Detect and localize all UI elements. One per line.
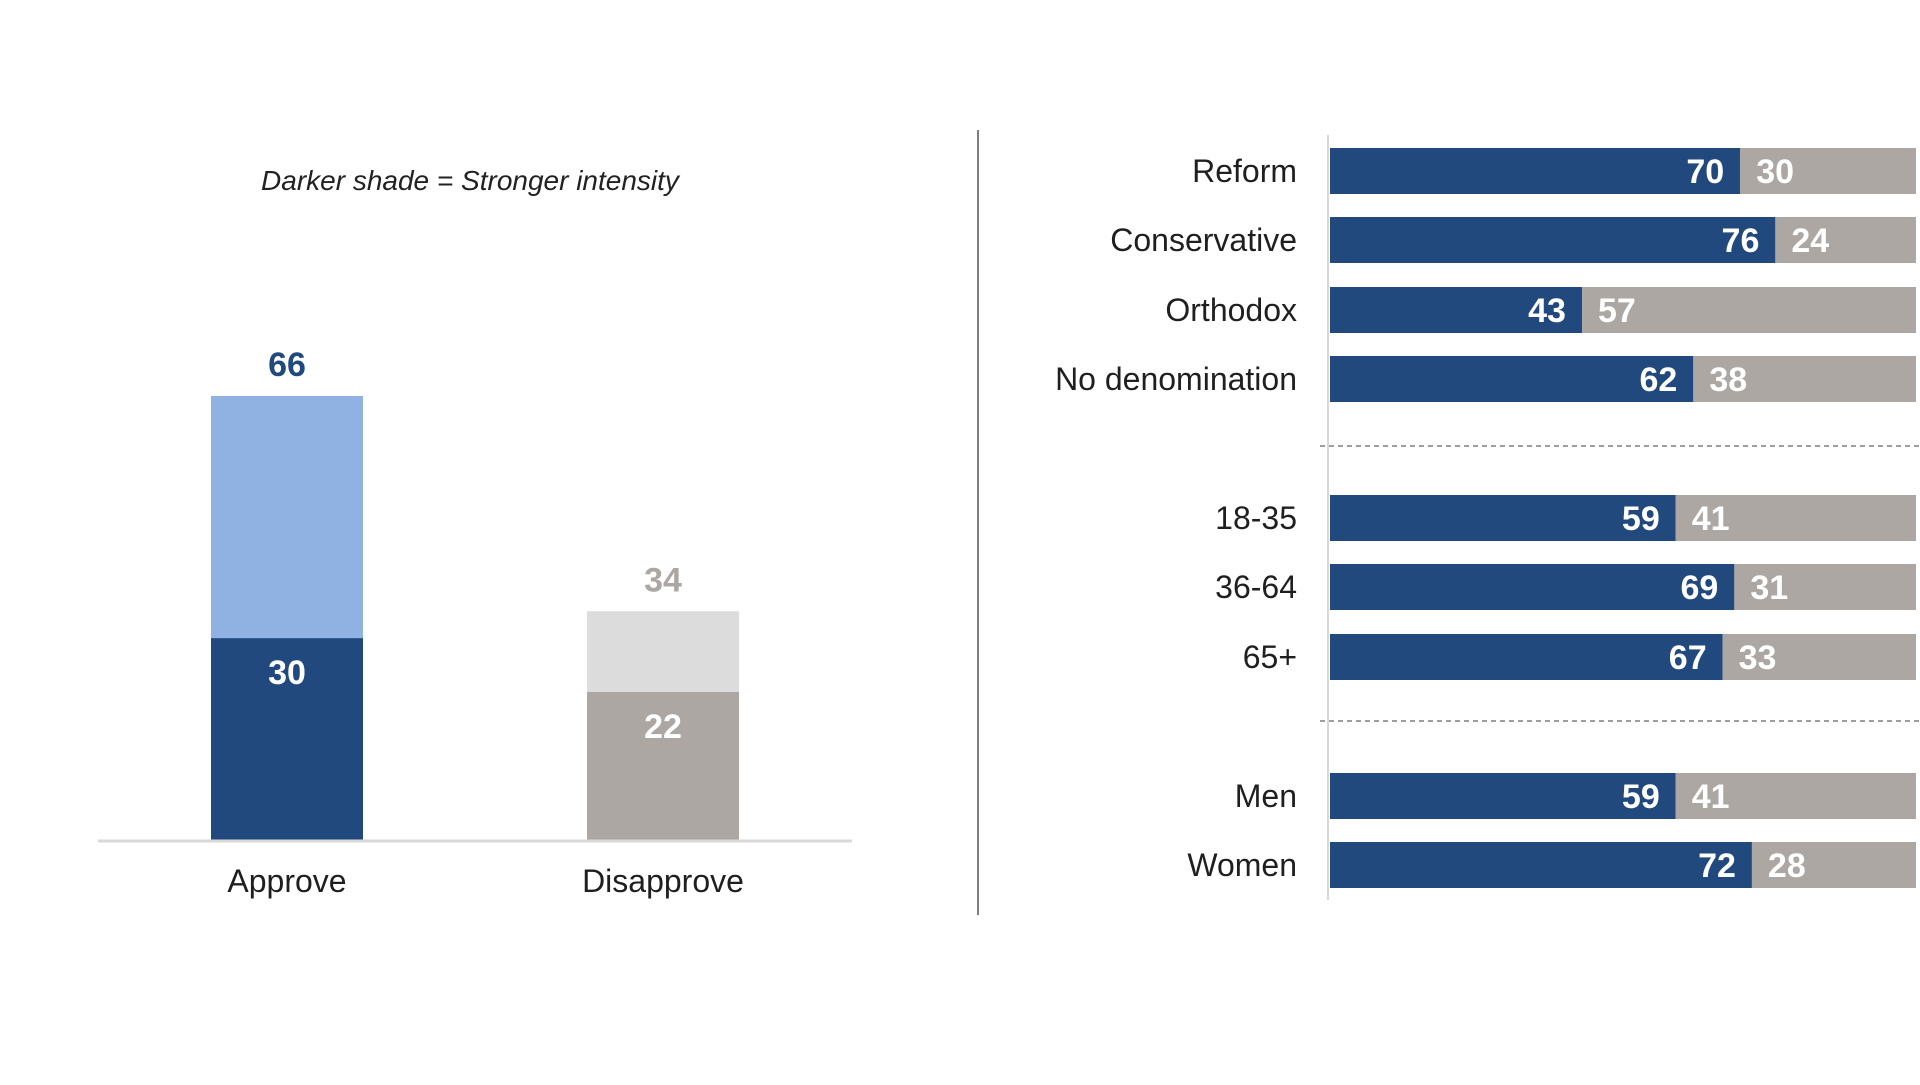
row-label-reform: Reform xyxy=(1192,153,1297,189)
value-label-approve-18-35: 59 xyxy=(1622,500,1660,538)
right-chart: 70 30 Reform 76 24 Conservative 43 57 Orthodox 62… xyxy=(1055,135,1920,900)
value-label-approve-reform: 70 xyxy=(1686,153,1724,191)
left-chart: 66 30 Approve 34 22 Disapprove xyxy=(98,346,852,899)
value-label-approve-women: 72 xyxy=(1698,847,1736,885)
bar-approve-women xyxy=(1330,842,1752,888)
bar-approve-conservative xyxy=(1330,217,1776,263)
bar-approve-men xyxy=(1330,773,1676,819)
value-label-disapprove-65: 33 xyxy=(1739,639,1777,677)
bar-disapprove-18-35 xyxy=(1675,495,1916,541)
strong-label-approve: 30 xyxy=(268,654,306,692)
value-label-disapprove-18-35: 41 xyxy=(1692,500,1730,538)
row-label-women: Women xyxy=(1187,847,1297,883)
row-label-men: Men xyxy=(1235,778,1297,814)
bar-disapprove-conservative xyxy=(1775,217,1916,263)
row-label-36-64: 36-64 xyxy=(1215,569,1297,605)
total-label-approve: 66 xyxy=(268,346,306,384)
bar-disapprove-65 xyxy=(1722,634,1916,680)
row-label-65: 65+ xyxy=(1243,639,1297,675)
bar-approve-no-denomination xyxy=(1330,356,1694,402)
value-label-disapprove-men: 41 xyxy=(1692,778,1730,816)
value-label-disapprove-reform: 30 xyxy=(1756,153,1794,191)
category-label-disapprove: Disapprove xyxy=(582,863,744,899)
bar-disapprove-reform xyxy=(1740,148,1916,194)
value-label-approve-65: 67 xyxy=(1669,639,1707,677)
category-label-approve: Approve xyxy=(227,863,346,899)
value-label-disapprove-36-64: 31 xyxy=(1750,569,1788,607)
bar-approve-65 xyxy=(1330,634,1723,680)
value-label-disapprove-orthodox: 57 xyxy=(1598,292,1636,330)
value-label-approve-conservative: 76 xyxy=(1722,222,1760,260)
bar-disapprove-36-64 xyxy=(1734,564,1916,610)
bar-disapprove-no-denomination xyxy=(1693,356,1916,402)
row-label-orthodox: Orthodox xyxy=(1165,292,1297,328)
bar-strong-disapprove xyxy=(587,692,739,840)
bar-disapprove-men xyxy=(1675,773,1916,819)
value-label-disapprove-conservative: 24 xyxy=(1791,222,1829,260)
bar-approve-orthodox xyxy=(1330,287,1582,333)
bar-disapprove-orthodox xyxy=(1581,287,1916,333)
bar-strong-approve xyxy=(211,638,363,840)
bar-disapprove-women xyxy=(1751,842,1916,888)
value-label-disapprove-no-denomination: 38 xyxy=(1709,361,1747,399)
bar-approve-36-64 xyxy=(1330,564,1735,610)
strong-label-disapprove: 22 xyxy=(644,708,682,746)
value-label-approve-orthodox: 43 xyxy=(1528,292,1566,330)
bar-approve-reform xyxy=(1330,148,1741,194)
value-label-approve-no-denomination: 62 xyxy=(1639,361,1677,399)
row-label-conservative: Conservative xyxy=(1110,222,1297,258)
value-label-disapprove-women: 28 xyxy=(1768,847,1806,885)
value-label-approve-men: 59 xyxy=(1622,778,1660,816)
row-label-18-35: 18-35 xyxy=(1215,500,1297,536)
total-label-disapprove: 34 xyxy=(644,561,682,599)
value-label-approve-36-64: 69 xyxy=(1681,569,1719,607)
bar-approve-18-35 xyxy=(1330,495,1676,541)
left-chart-subtitle: Darker shade = Stronger intensity xyxy=(261,165,681,196)
row-label-no-denomination: No denomination xyxy=(1055,361,1297,397)
